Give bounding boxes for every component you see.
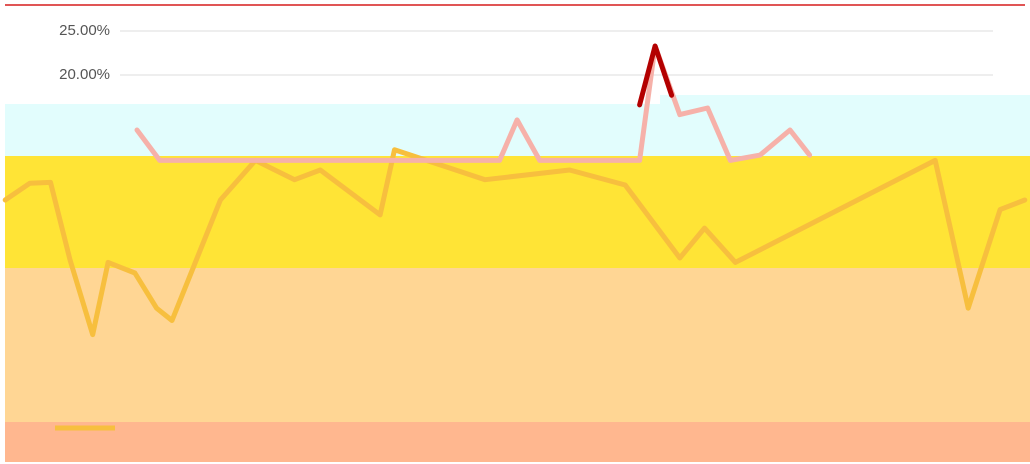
overlay-band	[5, 156, 1030, 268]
overlay-band	[5, 268, 1030, 424]
overlay-band	[5, 422, 1030, 462]
chart: 25.00% 20.00%	[0, 0, 1030, 464]
y-tick-label: 20.00%	[59, 66, 110, 83]
y-tick-label: 25.00%	[59, 22, 110, 39]
